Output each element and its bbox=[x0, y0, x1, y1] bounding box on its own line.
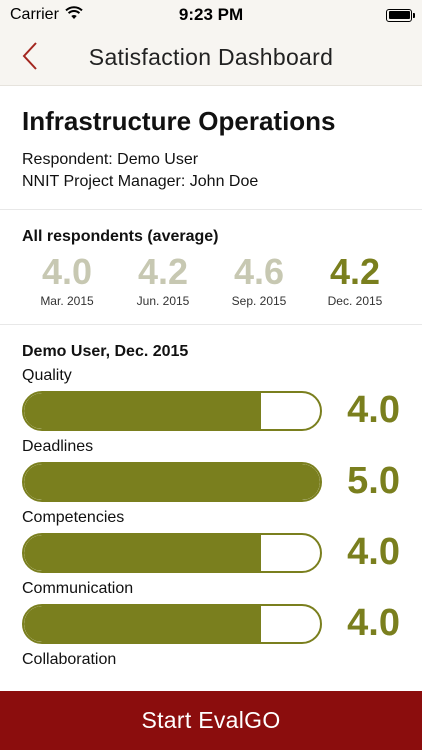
average-period: Jun. 2015 bbox=[136, 294, 190, 308]
metric-collaboration: Collaboration bbox=[22, 651, 400, 669]
metric-quality: Quality 4.0 bbox=[22, 367, 400, 432]
battery-icon bbox=[386, 8, 415, 22]
metric-communication: Communication 4.0 bbox=[22, 580, 400, 645]
average-value: 4.6 bbox=[233, 251, 285, 292]
average-period: Mar. 2015 bbox=[40, 294, 94, 308]
average-period: Sep. 2015 bbox=[231, 294, 287, 308]
metric-value: 4.0 bbox=[347, 389, 400, 431]
score-bar-fill bbox=[24, 392, 261, 429]
status-left: Carrier bbox=[10, 5, 83, 25]
score-bar bbox=[22, 532, 322, 573]
page-title: Satisfaction Dashboard bbox=[88, 44, 334, 70]
carrier-label: Carrier bbox=[10, 6, 59, 23]
averages-row: 4.0 Mar. 2015 4.2 Jun. 2015 4.6 Sep. 201… bbox=[22, 251, 400, 309]
average-item: 4.0 Mar. 2015 bbox=[22, 251, 112, 309]
average-value: 4.2 bbox=[137, 251, 189, 292]
metric-row: 4.0 bbox=[22, 531, 400, 574]
metric-label: Quality bbox=[22, 367, 72, 384]
metric-row: 4.0 bbox=[22, 602, 400, 645]
respondent-label: Respondent: Demo User bbox=[22, 151, 199, 168]
metric-label: Communication bbox=[22, 580, 134, 597]
average-item: 4.2 Jun. 2015 bbox=[118, 251, 208, 309]
metric-row: 5.0 bbox=[22, 460, 400, 503]
metric-competencies: Competencies 4.0 bbox=[22, 509, 400, 574]
project-manager-label: NNIT Project Manager: John Doe bbox=[22, 173, 259, 190]
metric-label: Competencies bbox=[22, 509, 125, 526]
wifi-icon bbox=[65, 5, 83, 25]
averages-section: All respondents (average) 4.0 Mar. 2015 … bbox=[0, 210, 422, 325]
averages-title: All respondents (average) bbox=[22, 228, 219, 245]
user-scores-title: Demo User, Dec. 2015 bbox=[22, 343, 189, 360]
metric-deadlines: Deadlines 5.0 bbox=[22, 438, 400, 503]
project-header: Infrastructure Operations Respondent: De… bbox=[0, 86, 422, 210]
chevron-left-icon bbox=[22, 41, 38, 76]
average-value: 4.0 bbox=[41, 251, 93, 292]
dashboard-content[interactable]: Infrastructure Operations Respondent: De… bbox=[0, 86, 422, 691]
score-bar-fill bbox=[24, 534, 261, 571]
score-bar-fill bbox=[24, 605, 261, 642]
status-bar: Carrier 9:23 PM bbox=[0, 0, 422, 30]
metric-label: Deadlines bbox=[22, 438, 94, 455]
metric-value: 4.0 bbox=[347, 602, 400, 644]
score-bar bbox=[22, 461, 322, 502]
average-value-current: 4.2 bbox=[329, 251, 381, 292]
back-button[interactable] bbox=[14, 40, 46, 76]
average-item: 4.6 Sep. 2015 bbox=[214, 251, 304, 309]
project-title: Infrastructure Operations bbox=[22, 106, 336, 136]
user-scores-section: Demo User, Dec. 2015 Quality 4.0 Deadlin… bbox=[0, 325, 422, 669]
metric-value: 5.0 bbox=[347, 460, 400, 502]
metric-label: Collaboration bbox=[22, 651, 117, 668]
score-bar bbox=[22, 390, 322, 431]
navigation-bar: Satisfaction Dashboard bbox=[0, 30, 422, 86]
start-evalgo-button[interactable]: Start EvalGO bbox=[0, 691, 422, 750]
score-bar bbox=[22, 603, 322, 644]
average-item-current: 4.2 Dec. 2015 bbox=[310, 251, 400, 309]
score-bar-fill bbox=[24, 463, 320, 500]
average-period: Dec. 2015 bbox=[327, 294, 383, 308]
metric-value: 4.0 bbox=[347, 531, 400, 573]
metric-row: 4.0 bbox=[22, 389, 400, 432]
